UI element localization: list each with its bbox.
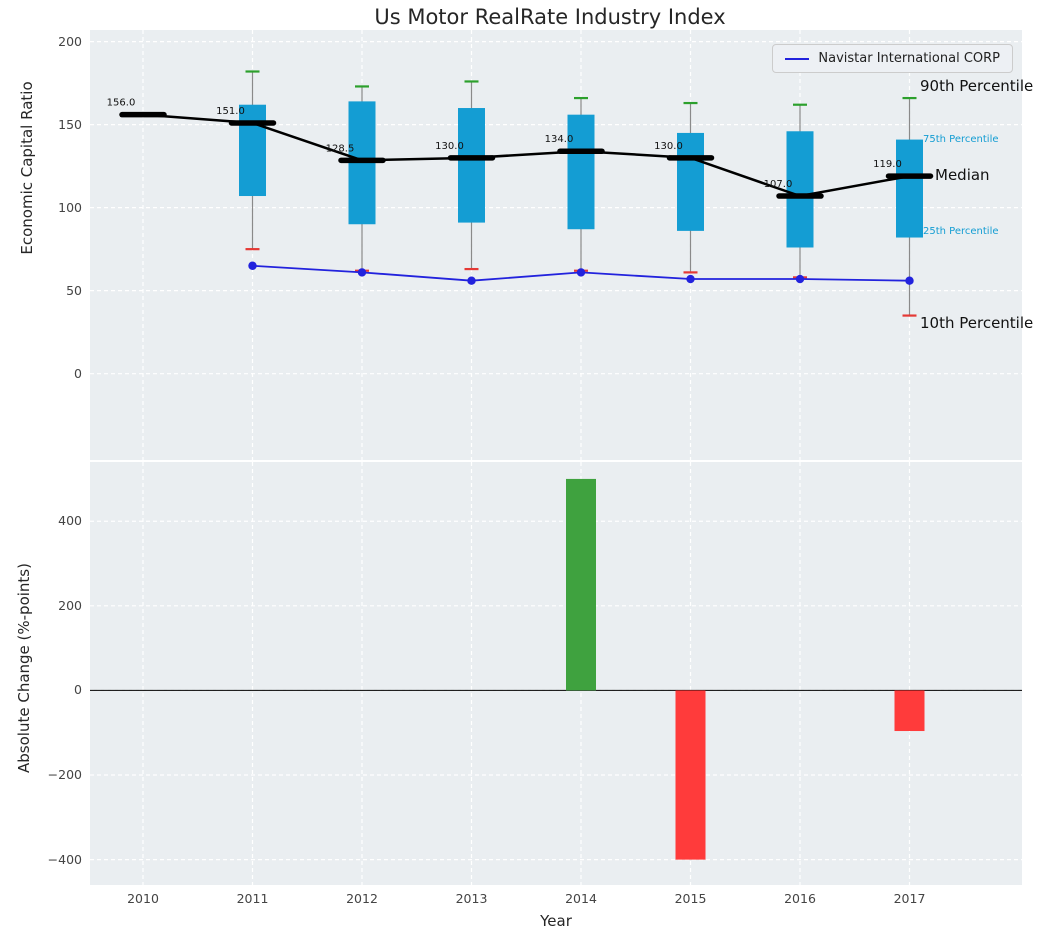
top-y-tick-label: 50 (66, 282, 82, 298)
x-tick-label: 2015 (674, 891, 707, 906)
bottom-plot-canvas (90, 462, 1022, 885)
navistar-point (357, 268, 367, 277)
median-value-label: 107.0 (764, 179, 793, 190)
annotation-median: Median (935, 166, 990, 184)
annotation-75th-percentile: 75th Percentile (923, 134, 999, 145)
bottom-y-tick-label: −200 (47, 767, 82, 783)
median-value-label: 134.0 (545, 134, 574, 145)
top-plot-area: 156.0 151.0 128.5 130.0 134.0 130.0 107.0 119.0… (90, 30, 1033, 460)
x-tick-label: 2010 (127, 891, 159, 906)
bottom-plot-area (90, 462, 1022, 885)
annotation-25th-percentile: 25th Percentile (923, 226, 999, 237)
change-bar (675, 690, 706, 860)
navistar-point (248, 261, 257, 270)
navistar-point (576, 268, 586, 277)
top-y-axis-label: Economic Capital Ratio (18, 81, 36, 255)
x-tick-label: 2017 (893, 891, 926, 906)
bottom-y-axis-label: Absolute Change (%-points) (15, 563, 33, 773)
change-bar (894, 690, 925, 732)
median-value-label: 130.0 (654, 141, 683, 152)
top-y-tick-label: 150 (58, 116, 82, 132)
legend[interactable]: Navistar International CORP (772, 44, 1013, 73)
x-tick-label: 2011 (236, 891, 269, 906)
navistar-point (905, 276, 914, 285)
bottom-y-tick-label: 200 (58, 597, 82, 613)
x-axis-label: Year (540, 912, 572, 930)
median-value-label: 130.0 (435, 141, 464, 152)
median-value-label: 151.0 (216, 106, 245, 117)
navistar-point (795, 274, 805, 284)
navistar-point (686, 274, 695, 284)
bottom-y-tick-label: −400 (47, 851, 82, 867)
change-bar (566, 478, 596, 691)
median-value-label: 119.0 (873, 159, 902, 170)
legend-label: Navistar International CORP (818, 51, 1000, 66)
x-tick-label: 2013 (455, 891, 488, 906)
x-tick-label: 2014 (565, 891, 597, 906)
top-y-tick-label: 100 (58, 199, 82, 215)
top-y-tick-label: 200 (58, 33, 82, 49)
annotation-90th-percentile: 90th Percentile (920, 77, 1034, 95)
annotation-10th-percentile: 10th Percentile (920, 314, 1034, 332)
top-y-tick-label: 0 (74, 365, 82, 381)
x-tick-label: 2012 (346, 891, 378, 906)
bottom-y-tick-label: 400 (58, 513, 82, 529)
bottom-y-tick-label: 0 (74, 682, 82, 698)
x-tick-label: 2016 (784, 891, 816, 906)
top-plot-canvas: 156.0 151.0 128.5 130.0 134.0 130.0 107.0 119.0 (90, 30, 1022, 460)
median-value-label: 128.5 (326, 143, 355, 154)
median-value-label: 156.0 (107, 98, 136, 109)
chart-title: Us Motor RealRate Industry Index (374, 5, 726, 29)
navistar-point (467, 276, 476, 285)
legend-line-sample (785, 57, 810, 60)
